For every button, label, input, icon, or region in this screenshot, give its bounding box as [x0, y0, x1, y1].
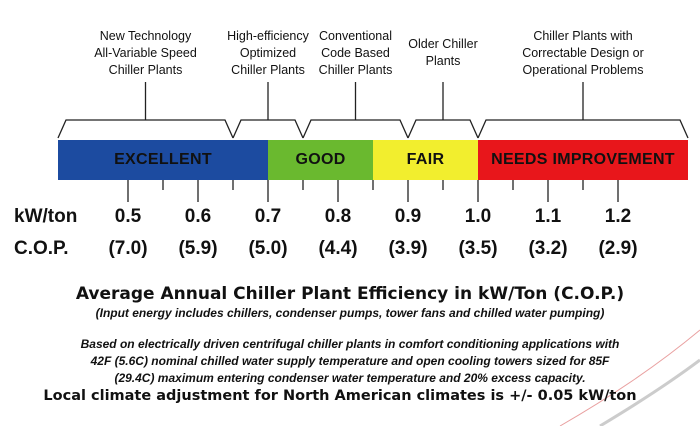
category-bracket: [232, 119, 304, 139]
subtitle: (Input energy includes chillers, condens…: [95, 306, 605, 320]
category-label-line: Code Based: [321, 46, 390, 60]
rating-good: GOOD: [268, 140, 373, 180]
climate-adjustment: Local climate adjustment for North Ameri…: [43, 388, 637, 404]
cop-value: (3.2): [528, 238, 568, 259]
decorative-swoosh: [599, 358, 700, 426]
cop-row-label: C.O.P.: [14, 238, 69, 259]
kw-value: 0.6: [184, 206, 212, 227]
note-line: Based on electrically driven centrifugal…: [80, 337, 620, 351]
notes: Based on electrically driven centrifugal…: [0, 336, 700, 387]
kw-row-label: kW/ton: [14, 206, 78, 227]
category-label: High-efficiency Optimized Chiller Plants: [227, 28, 309, 79]
kw-value: 0.9: [394, 206, 422, 227]
category-label-line: Correctable Design or: [522, 46, 644, 60]
decorative-swoosh: [559, 329, 700, 426]
kw-value: 0.7: [254, 206, 282, 227]
category-bracket: [302, 119, 409, 139]
category-label: New Technology All-Variable Speed Chiller …: [94, 28, 197, 79]
note-line: (29.4C) maximum entering condenser water…: [114, 371, 586, 385]
category-label-line: Older Chiller: [408, 37, 478, 51]
category-label-line: Chiller Plants: [231, 63, 305, 77]
rating-fair: FAIR: [373, 140, 478, 180]
kw-value: 1.0: [464, 206, 492, 227]
kw-value: 1.1: [534, 206, 562, 227]
kw-value: 1.2: [604, 206, 632, 227]
note-line: 42F (5.6C) nominal chilled water supply …: [90, 354, 610, 368]
category-label-line: Optimized: [239, 46, 297, 60]
category-label: Older Chiller Plants: [408, 36, 477, 70]
kw-value: 0.8: [324, 206, 352, 227]
category-label: Chiller Plants with Correctable Design or…: [522, 28, 644, 79]
category-label-line: Chiller Plants: [318, 63, 393, 77]
category-label-line: Plants: [425, 54, 461, 68]
cop-value: (3.9): [388, 238, 428, 259]
cop-value: (5.0): [248, 238, 288, 259]
category-bracket: [407, 119, 479, 139]
category-label: Conventional Code Based Chiller Plants: [319, 28, 393, 79]
category-label-line: Operational Problems: [522, 63, 644, 77]
category-bracket: [57, 119, 234, 139]
cop-value: (4.4): [318, 238, 358, 259]
category-label-line: Chiller Plants: [108, 63, 183, 77]
cop-value: (7.0): [108, 238, 148, 259]
title: Average Annual Chiller Plant Efficiency …: [75, 284, 625, 304]
rating-excellent: EXCELLENT: [58, 140, 268, 180]
cop-value: (5.9): [178, 238, 218, 259]
category-bracket: [477, 119, 689, 139]
category-label-line: New Technology: [99, 29, 192, 43]
kw-value: 0.5: [114, 206, 142, 227]
cop-value: (2.9): [598, 238, 638, 259]
category-label-line: High-efficiency: [227, 29, 309, 43]
rating-needs-improvement: NEEDS IMPROVEMENT: [478, 140, 688, 180]
category-label-line: Conventional: [319, 29, 392, 43]
cop-value: (3.5): [458, 238, 498, 259]
category-label-line: Chiller Plants with: [533, 29, 633, 43]
category-label-line: All-Variable Speed: [94, 46, 197, 60]
